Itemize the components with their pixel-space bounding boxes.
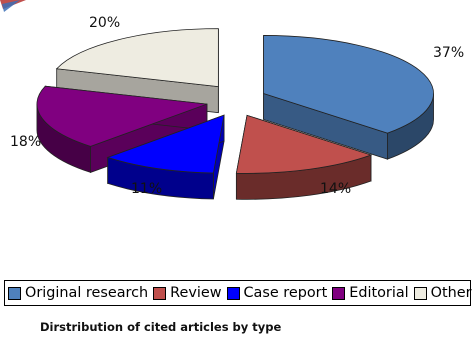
- data-label-other: 20%: [89, 15, 121, 31]
- legend-swatch-case-report: [226, 286, 240, 300]
- legend-label-editorial: Editorial: [349, 285, 409, 301]
- data-label-original-research: 37%: [433, 45, 465, 61]
- pie-slice-original-research-top: [263, 35, 434, 134]
- legend-swatch-review: [153, 286, 167, 300]
- legend-swatch-original-research: [8, 286, 21, 300]
- legend-swatch-other: [413, 286, 427, 300]
- data-label-case-report: 11%: [131, 181, 163, 197]
- pie-slice-original-research: [263, 35, 434, 160]
- legend-item-case-report: Case report: [226, 285, 328, 301]
- pie-chart: [36, 28, 434, 200]
- legend-item-review: Review: [153, 285, 222, 301]
- legend-label-other: Other: [430, 285, 472, 301]
- pie-slice-review-top: [235, 114, 373, 174]
- pie-slice-other-top: [55, 28, 219, 88]
- chart-caption: Dirstribution of cited articles by type: [40, 320, 282, 334]
- data-label-editorial: 18%: [10, 134, 42, 150]
- pie-slice-case-report: [106, 114, 225, 200]
- legend-swatch-editorial: [332, 286, 346, 300]
- data-label-review: 14%: [320, 181, 352, 197]
- pie-slice-review: [235, 114, 373, 200]
- legend-item-original-research: Original research: [8, 285, 148, 301]
- legend-label-review: Review: [170, 285, 222, 301]
- legend-item-editorial: Editorial: [332, 285, 409, 301]
- legend-label-original-research: Original research: [25, 285, 149, 301]
- pie-slice-case-report-top: [106, 114, 225, 174]
- pie-slice-editorial-top: [36, 85, 208, 147]
- chart-legend: Original research Review Case report Edi…: [4, 280, 472, 306]
- legend-label-case-report: Case report: [243, 285, 328, 301]
- logo-fragment-icon: [0, 0, 26, 12]
- legend-item-other: Other: [413, 285, 472, 301]
